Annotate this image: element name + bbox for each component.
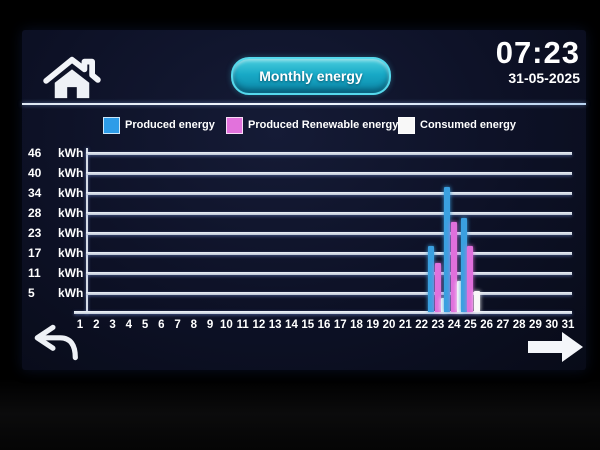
y-tick-row: 11 kWh	[22, 266, 86, 280]
clock: 07:23 31-05-2025	[495, 35, 580, 87]
bar-produced-energy-day-23	[428, 245, 435, 312]
x-tick-label: 9	[206, 319, 214, 331]
x-tick-label: 7	[174, 319, 181, 331]
legend-item-renewable: Produced Renewable energy	[226, 116, 398, 134]
legend-label: Consumed energy	[420, 119, 516, 131]
title-pill-button[interactable]: Monthly energy	[231, 57, 391, 95]
bar-consumed-energy-day-24	[457, 280, 464, 312]
bar-produced-energy-day-25	[460, 218, 467, 312]
y-tick-row: 5 kWh	[22, 286, 86, 300]
home-button[interactable]	[40, 54, 116, 100]
y-tick-unit: kWh	[58, 146, 84, 160]
x-tick-label: 26	[480, 319, 494, 331]
x-axis-line	[74, 311, 572, 314]
y-tick-value: 17	[28, 246, 42, 260]
legend-label: Produced Renewable energy	[248, 119, 399, 131]
x-tick-label: 13	[268, 319, 282, 331]
x-tick-label: 1	[76, 319, 84, 331]
forward-arrow-icon	[528, 332, 583, 362]
x-tick-label: 19	[366, 319, 380, 331]
y-tick-unit: kWh	[58, 226, 84, 240]
consumed-energy-swatch	[398, 116, 415, 134]
x-tick-label: 30	[545, 319, 559, 331]
y-tick-unit: kWh	[58, 186, 84, 200]
x-tick-label: 25	[463, 319, 477, 331]
bar-consumed-energy-day-25	[473, 291, 480, 312]
y-tick-value: 23	[28, 226, 42, 240]
legend-item-consumed: Consumed energy	[398, 116, 516, 134]
x-tick-label: 4	[125, 319, 132, 331]
x-tick-label: 14	[285, 319, 298, 331]
y-tick-unit: kWh	[58, 246, 84, 260]
x-tick-label: 15	[301, 319, 315, 331]
y-axis-line	[86, 148, 88, 314]
y-tick-row: 28 kWh	[22, 206, 86, 220]
home-icon	[43, 56, 101, 99]
back-button[interactable]	[30, 323, 82, 365]
forward-button[interactable]	[528, 331, 584, 365]
gridline	[86, 152, 572, 155]
x-tick-label: 12	[252, 319, 266, 331]
y-tick-row: 40 kWh	[22, 166, 86, 180]
gridline	[86, 272, 572, 275]
x-tick-label: 22	[415, 319, 428, 331]
bar-produced-renewable-energy-day-25	[467, 245, 474, 312]
x-tick-label: 8	[190, 319, 198, 331]
y-tick-row: 46 kWh	[22, 146, 86, 160]
y-tick-row: 17 kWh	[22, 246, 86, 260]
x-tick-label: 28	[512, 319, 526, 331]
x-tick-label: 29	[529, 319, 542, 331]
x-tick-label: 31	[561, 319, 575, 331]
x-tick-label: 18	[350, 319, 363, 331]
y-tick-unit: kWh	[58, 206, 84, 220]
y-tick-value: 28	[28, 206, 42, 220]
gridline	[86, 172, 572, 175]
bar-produced-renewable-energy-day-24	[450, 221, 457, 312]
bar-consumed-energy-day-23	[441, 298, 448, 312]
x-tick-label: 27	[496, 319, 510, 331]
monthly-energy-chart: 46 kWh 40 kWh 34 kWh 28 kWh 23 kWh 17 kWh 11 kWh 5 kWh 1…	[22, 30, 586, 370]
y-tick-unit: kWh	[58, 266, 84, 280]
x-tick-label: 5	[141, 319, 149, 331]
x-tick-label: 11	[236, 319, 249, 331]
x-tick-label: 10	[219, 319, 233, 331]
legend-item-produced: Produced energy	[103, 116, 215, 134]
bar-produced-renewable-energy-day-23	[434, 263, 441, 312]
x-tick-label: 17	[333, 319, 347, 331]
x-tick-label: 6	[158, 319, 165, 331]
clock-date: 31-05-2025	[508, 70, 580, 86]
device-screen: Monthly energy 07:23 31-05-2025 Produced…	[22, 30, 586, 370]
y-tick-value: 34	[28, 186, 42, 200]
y-tick-value: 46	[28, 146, 42, 160]
gridline	[86, 192, 572, 195]
x-tick-label: 2	[93, 319, 100, 331]
clock-time: 07:23	[495, 35, 580, 70]
x-tick-label: 24	[447, 319, 461, 331]
x-tick-label: 16	[317, 319, 331, 331]
produced-renewable-energy-swatch	[226, 116, 243, 134]
bar-produced-energy-day-24	[444, 186, 451, 312]
y-tick-value: 40	[28, 166, 42, 180]
y-tick-unit: kWh	[58, 166, 84, 180]
y-tick-row: 34 kWh	[22, 186, 86, 200]
back-arrow-icon	[34, 324, 78, 361]
gridline	[86, 212, 572, 215]
page-title: Monthly energy	[259, 68, 363, 84]
y-tick-unit: kWh	[58, 286, 84, 300]
y-tick-value: 5	[28, 286, 35, 300]
x-tick-label: 21	[398, 319, 412, 331]
gridline	[86, 292, 572, 295]
header-separator	[22, 103, 586, 105]
x-tick-label: 3	[109, 319, 116, 331]
x-tick-label: 20	[382, 319, 396, 331]
x-tick-label: 23	[431, 319, 445, 331]
legend-label: Produced energy	[125, 119, 215, 131]
produced-energy-swatch	[103, 116, 120, 134]
gridline	[86, 232, 572, 235]
y-tick-value: 11	[28, 266, 41, 280]
gridline	[86, 252, 572, 255]
y-tick-row: 23 kWh	[22, 226, 86, 240]
